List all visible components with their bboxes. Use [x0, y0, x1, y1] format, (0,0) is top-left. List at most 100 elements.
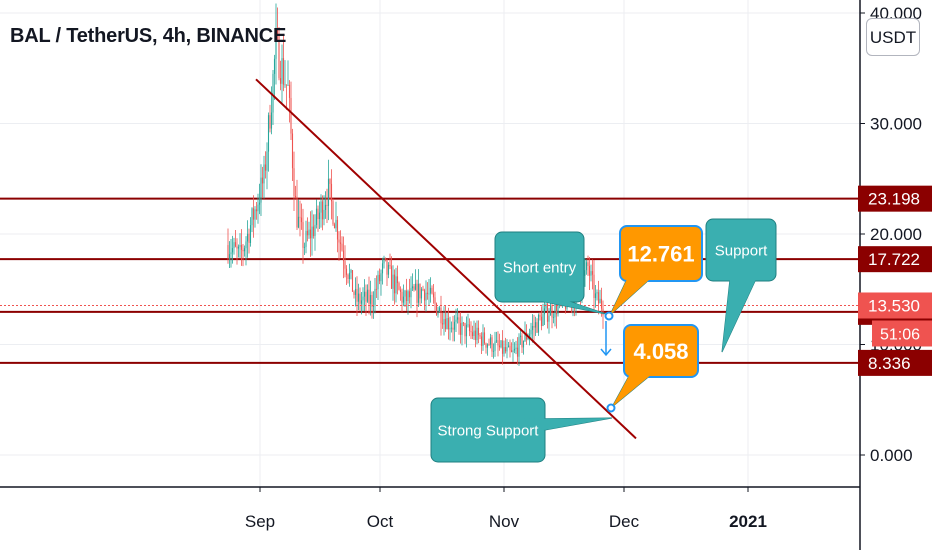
candle-body [363, 291, 366, 297]
candle-body [512, 350, 514, 352]
level-label-text: 23.198 [868, 190, 920, 209]
candle-body [251, 208, 253, 226]
candle-body [501, 340, 504, 354]
candle-body [333, 224, 336, 229]
candle-body [378, 274, 381, 282]
candle-body [261, 177, 264, 184]
x-tick-label: Oct [367, 512, 394, 531]
candle-body [476, 327, 478, 341]
candle-body [500, 340, 502, 348]
candle-body [353, 291, 355, 295]
countdown-text: 51:06 [880, 326, 920, 343]
level-label-text: 17.722 [868, 250, 920, 269]
candle-body [335, 219, 337, 229]
anchor-dot [604, 311, 614, 321]
strong-support-callout-text: Strong Support [438, 422, 540, 439]
candle-body [486, 344, 489, 348]
candle-body [230, 252, 232, 255]
candle-body [587, 262, 589, 266]
candle-body [324, 204, 327, 210]
candle-body [426, 292, 429, 294]
candle-body [521, 335, 523, 348]
candle-body [321, 201, 324, 220]
candle-body [480, 336, 483, 346]
currency-button[interactable]: USDT [866, 18, 920, 56]
candle-body [311, 226, 313, 239]
candle-body [231, 248, 234, 253]
candle-body [588, 265, 591, 276]
candle-body [249, 225, 252, 243]
candle-body [515, 347, 517, 349]
candle-body [294, 195, 297, 198]
candle-body [533, 326, 535, 328]
candle-body [291, 133, 294, 169]
candle-body [458, 317, 460, 324]
candle-body [513, 348, 516, 351]
candle-body [264, 164, 267, 171]
candle-body [257, 204, 259, 212]
candle-body [489, 337, 492, 345]
candle-body [336, 219, 339, 240]
target-2-callout-box [623, 324, 699, 378]
candle-body [245, 241, 247, 249]
candle-body [234, 242, 237, 247]
candle-body [396, 276, 399, 284]
short-arrow-head [600, 348, 612, 357]
candle-body [585, 262, 588, 271]
candle-body [452, 327, 454, 330]
candle-body [414, 283, 417, 290]
candle-body [495, 340, 498, 342]
candle-body [227, 245, 229, 259]
level-label-bg [858, 349, 932, 376]
candle-body [411, 286, 414, 289]
candle-body [248, 233, 250, 243]
candle-body [236, 246, 238, 249]
candle-body [260, 177, 262, 203]
candle-body [351, 270, 354, 292]
candle-body [590, 271, 592, 276]
candle-body [272, 73, 274, 113]
candle-body [503, 347, 505, 354]
candle-body [305, 230, 307, 247]
candle-body [540, 316, 543, 326]
candle-body [318, 212, 321, 219]
candle-body [339, 242, 342, 244]
candle-body [530, 330, 532, 335]
candle-body [266, 151, 268, 171]
current-price-label-bg [858, 292, 932, 319]
candle-body [279, 78, 282, 84]
candle-body [555, 301, 558, 315]
candle-body [425, 292, 427, 301]
candle-body [456, 317, 459, 320]
x-tick-label: Dec [609, 512, 640, 531]
candle-body [584, 270, 586, 276]
candle-body [557, 303, 559, 315]
candle-body [384, 257, 387, 260]
candle-body [479, 335, 481, 337]
candle-body [410, 288, 412, 298]
candle-body [345, 268, 348, 275]
candle-body [387, 264, 390, 275]
candle-body [524, 332, 526, 341]
candle-body [348, 272, 351, 279]
candle-body [465, 324, 468, 337]
candle-body [509, 345, 511, 351]
short-entry-callout-box [494, 231, 585, 303]
candle-body [468, 324, 471, 332]
candle-body [482, 332, 484, 346]
candle-body [356, 288, 358, 302]
candle-body [269, 115, 271, 129]
candle-body [552, 317, 555, 319]
candle-body [545, 303, 547, 309]
candle-body [395, 276, 397, 294]
candle-body [263, 164, 265, 184]
candle-body [548, 315, 550, 322]
candle-body [462, 322, 465, 324]
candle-body [365, 291, 367, 302]
candle-body [393, 274, 396, 294]
x-tick-label: 2021 [729, 512, 767, 531]
candle-body [278, 34, 280, 79]
candle-body [554, 301, 556, 318]
candle-body [518, 337, 520, 357]
